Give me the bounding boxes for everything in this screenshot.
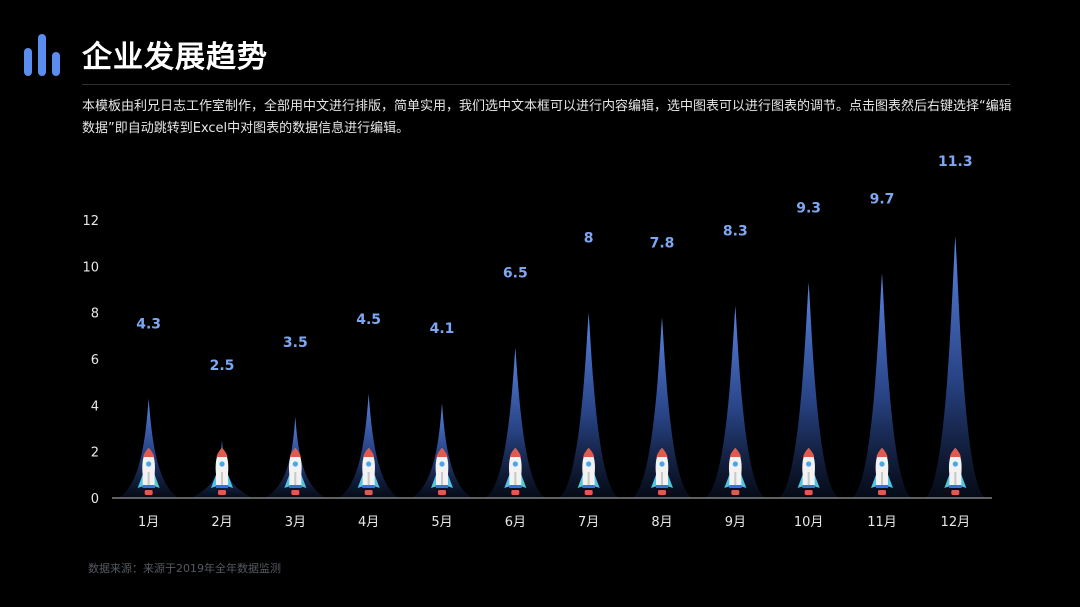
rocket-icon — [357, 448, 380, 495]
rocket-icon — [431, 448, 453, 495]
x-tick-label: 1月 — [138, 515, 159, 530]
rocket-icon — [871, 448, 893, 495]
data-value-label: 2.5 — [210, 358, 235, 374]
x-tick-label: 7月 — [578, 515, 599, 530]
plume-bar — [558, 312, 619, 498]
plume-bar — [338, 393, 399, 498]
rocket-icon — [211, 448, 233, 495]
y-tick-label: 2 — [91, 446, 99, 461]
rocket-icon — [651, 448, 673, 495]
x-tick-label: 5月 — [431, 515, 452, 530]
y-tick-label: 4 — [91, 399, 99, 414]
data-value-label: 7.8 — [650, 235, 675, 251]
data-value-label: 8.3 — [723, 224, 748, 240]
page-title: 企业发展趋势 — [82, 40, 268, 75]
y-axis: 0 2 4 6 8 10 12 — [82, 214, 99, 507]
x-tick-label: 2月 — [211, 515, 232, 530]
y-tick-label: 8 — [91, 307, 99, 322]
x-tick-label: 8月 — [651, 515, 672, 530]
rocket-icon — [577, 448, 600, 495]
data-value-label: 4.1 — [430, 321, 455, 337]
y-tick-label: 10 — [82, 260, 99, 275]
x-tick-label: 4月 — [358, 515, 379, 530]
rocket-icon — [797, 448, 820, 495]
rocket-icon — [944, 448, 967, 495]
data-value-label: 9.7 — [870, 191, 895, 207]
data-value-label: 6.5 — [503, 265, 528, 281]
plume-bar — [632, 317, 692, 498]
y-tick-label: 0 — [91, 492, 99, 507]
bar-chart-logo-icon — [24, 34, 60, 76]
plume-bar — [778, 282, 839, 498]
x-tick-label: 10月 — [794, 515, 824, 530]
bar-series — [118, 236, 986, 498]
rocket-icon — [137, 448, 160, 495]
data-value-label: 9.3 — [796, 201, 821, 217]
data-value-label: 11.3 — [938, 154, 973, 170]
data-value-label: 8 — [584, 231, 594, 247]
plume-bar — [852, 273, 912, 498]
data-value-label: 3.5 — [283, 335, 308, 351]
plume-bar — [485, 347, 546, 498]
x-tick-label: 3月 — [285, 515, 306, 530]
data-source-note: 数据来源：来源于2019年全年数据监测 — [88, 562, 281, 575]
x-tick-label: 9月 — [725, 515, 746, 530]
rocket-icon — [284, 448, 307, 495]
rocket-icon — [724, 448, 747, 495]
rocket-icon — [504, 448, 527, 495]
x-tick-label: 6月 — [505, 515, 526, 530]
rocket-markers — [137, 448, 967, 495]
x-tick-label: 11月 — [867, 515, 897, 530]
data-value-label: 4.3 — [136, 316, 161, 332]
plume-bar — [705, 305, 766, 498]
x-tick-label: 12月 — [941, 515, 971, 530]
data-value-label: 4.5 — [356, 312, 381, 328]
value-labels: 4.3 2.5 3.5 4.5 4.1 6.5 8 7.8 8.3 9.3 9.7 11.3 — [136, 154, 972, 374]
title-divider — [82, 84, 1010, 85]
x-axis: 1月 2月 3月 4月 5月 6月 7月 8月 9月 10月 11月 12月 — [138, 515, 970, 530]
y-tick-label: 12 — [82, 214, 99, 229]
description-text: 本模板由利兄日志工作室制作，全部用中文进行排版，简单实用，我们选中文本框可以进行… — [82, 99, 1012, 136]
plume-bar — [925, 236, 986, 498]
y-tick-label: 6 — [91, 353, 99, 368]
